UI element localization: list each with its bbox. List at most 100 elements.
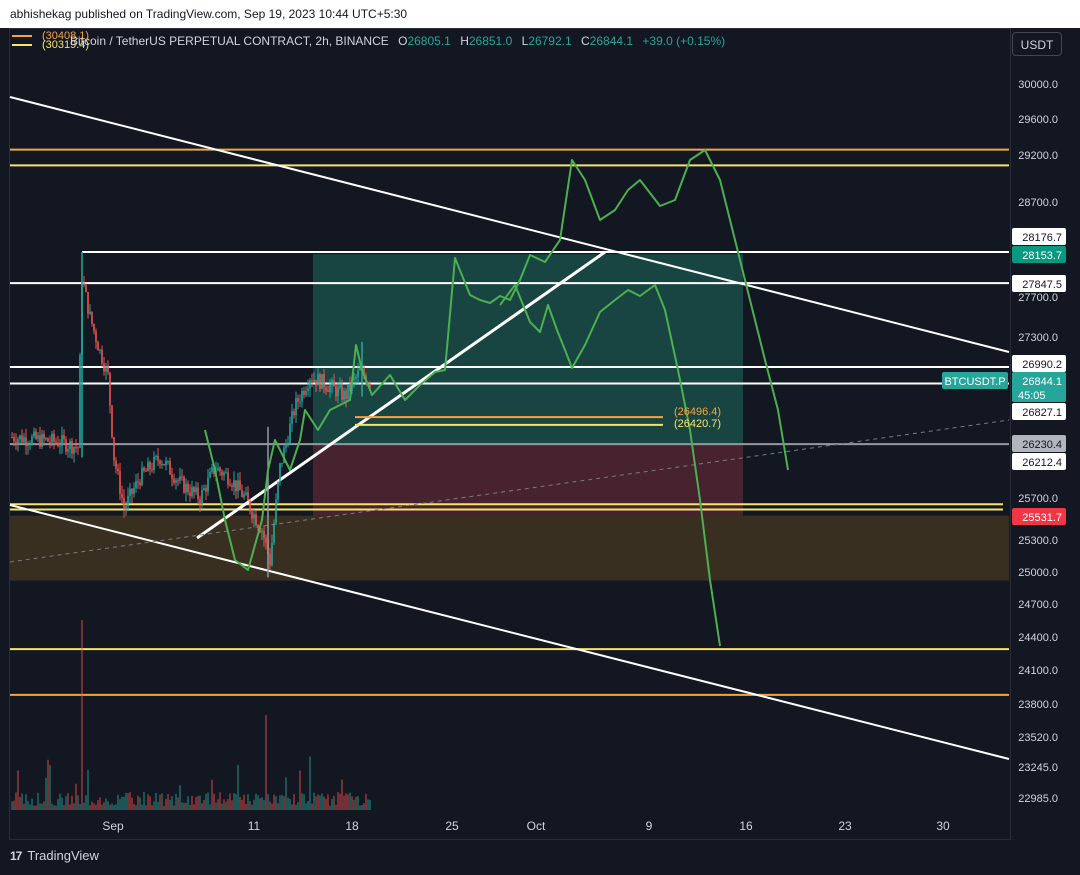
volume-bar [47,759,49,810]
candle-body [335,386,337,397]
candle-body [41,434,43,447]
candle-body [359,368,361,371]
candle-body [181,476,183,478]
volume-bar [297,802,299,810]
candle-body [235,480,237,492]
volume-bar [333,795,335,810]
lower-trendline [9,504,1010,760]
volume-bar [309,756,311,810]
volume-bar [85,795,87,810]
candle-body [239,480,241,491]
volume-bar [135,805,137,810]
candle-body [293,411,295,416]
candle-body [117,468,119,472]
candle-body [231,485,233,488]
y-axis-tick: 25000.0 [1018,567,1058,579]
x-axis-tick: Oct [527,819,546,833]
volume-bar [79,804,81,810]
volume-bar [339,793,341,810]
currency-button[interactable]: USDT [1012,32,1062,56]
candle-body [153,456,155,470]
volume-bar [81,620,83,810]
candle-body [33,431,35,437]
volume-bar [187,796,189,810]
legend-low: 26792.1 [528,34,572,48]
publisher-bar: abhishekag published on TradingView.com,… [0,0,1080,28]
volume-bar [101,804,103,810]
volume-bar [331,798,333,810]
candle-body [145,470,147,472]
candle-body [133,488,135,494]
footer-branding: 17 TradingView [10,848,99,863]
volume-bar [241,799,243,810]
price-label: 28153.7 [1022,250,1062,262]
candle-body [139,482,141,485]
volume-bar [323,796,325,810]
volume-bar [313,792,315,810]
volume-bar [281,795,283,810]
candle-body [121,494,123,499]
candle-body [85,285,87,293]
chart-frame[interactable] [9,28,1011,840]
volume-bar [99,797,101,810]
candle-body [147,462,149,472]
candle-body [199,499,201,505]
candle-body [309,380,311,389]
volume-bar [327,794,329,810]
candle-body [115,460,117,469]
candle-body [205,488,207,492]
candle-body [275,499,277,524]
volume-bar [145,805,147,810]
candle-body [35,431,37,439]
volume-bar [59,793,61,810]
volume-bar [153,801,155,810]
candle-body [19,435,21,440]
candle-body [349,384,351,392]
volume-bar [183,802,185,810]
volume-bar [351,796,353,810]
volume-bar [77,795,79,810]
candle-body [119,471,121,495]
forecast-path-lower [499,284,721,647]
candle-body [103,363,105,372]
candle-body [255,514,257,526]
volume-bar [289,798,291,810]
candle-body [109,372,111,406]
y-axis-tick: 27700.0 [1018,292,1058,304]
volume-bar [269,801,271,810]
volume-bar [217,799,219,810]
candle-body [11,437,13,439]
volume-bar [93,803,95,810]
candle-body [55,441,57,443]
volume-bar [235,794,237,810]
price-label-bg [1012,453,1066,470]
candle-body [213,467,215,474]
candle-body [363,368,365,376]
price-label: 26230.4 [1022,439,1062,451]
volume-bar [215,802,217,810]
candle-body [25,437,27,446]
target-zone [313,254,743,445]
volume-bar [149,796,151,810]
volume-bar [181,802,183,810]
volume-bar [39,803,41,810]
volume-bar [137,795,139,810]
volume-bar [279,795,281,810]
volume-bar [247,794,249,810]
candle-body [337,387,339,397]
candle-body [257,525,259,529]
legend-symbol[interactable]: Bitcoin / TetherUS PERPETUAL CONTRACT, 2… [70,34,389,48]
candle-body [311,380,313,382]
candle-body [245,492,247,495]
volume-bar [103,802,105,810]
volume-bar [49,764,51,810]
volume-bar [75,783,77,810]
candle-body [191,487,193,496]
dashed-trendline [9,419,1010,563]
candle-body [369,383,371,388]
candle-body [87,292,89,314]
volume-bar [119,798,121,810]
candle-body [357,370,359,377]
legend-mini-tag-2: (30319.4) [42,39,90,51]
